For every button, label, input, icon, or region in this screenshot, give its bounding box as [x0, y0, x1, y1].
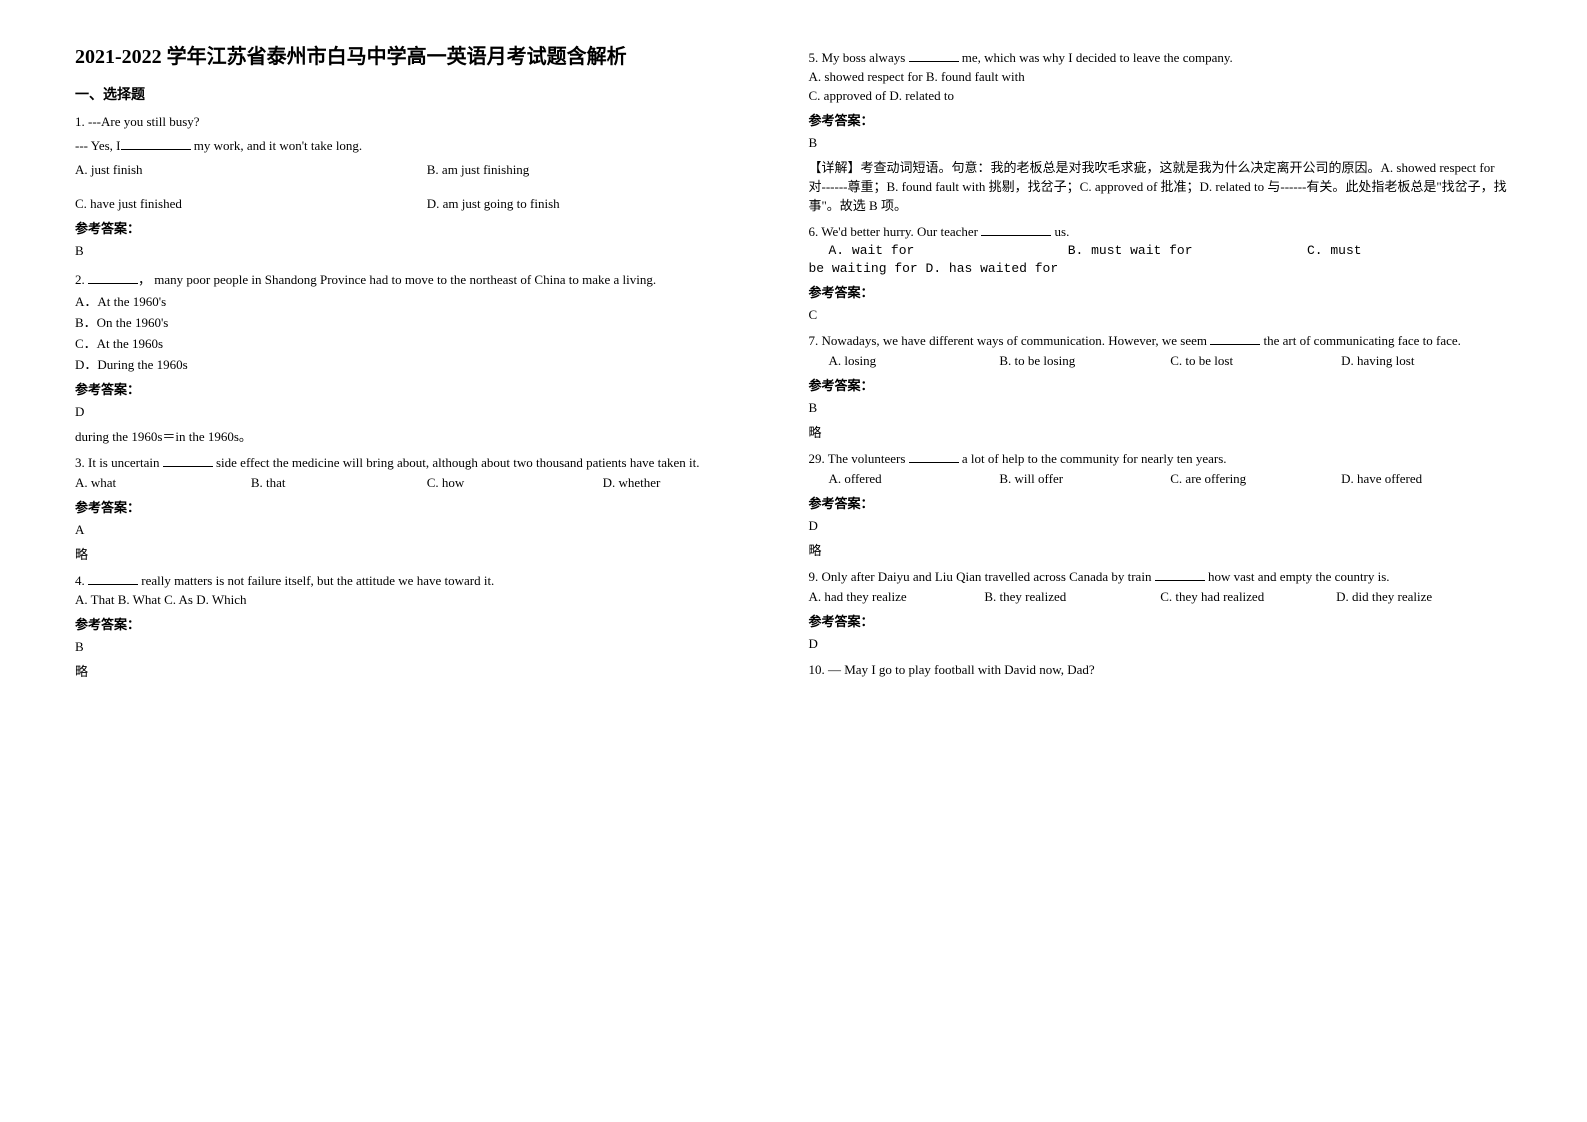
answer-label: 参考答案： [75, 218, 779, 237]
answer-label: 参考答案： [75, 379, 779, 398]
left-column: 2021-2022 学年江苏省泰州市白马中学高一英语月考试题含解析 一、选择题 … [60, 40, 794, 1082]
q2-explain: during the 1960s＝in the 1960s。 [75, 426, 779, 445]
blank [1210, 344, 1260, 345]
answer-label: 参考答案： [809, 110, 1513, 129]
question-8: 29. The volunteers a lot of help to the … [809, 451, 1513, 559]
q8-opts: A. offered B. will offer C. are offering… [829, 471, 1513, 487]
q9-opts: A. had they realize B. they realized C. … [809, 589, 1513, 605]
q1-opts-row2: C. have just finished D. am just going t… [75, 196, 779, 212]
q8-answer: D [809, 518, 1513, 534]
q9-answer: D [809, 636, 1513, 652]
q5-answer: B [809, 135, 1513, 151]
q3-opts: A. what B. that C. how D. whether [75, 475, 779, 491]
answer-label: 参考答案： [809, 375, 1513, 394]
answer-label: 参考答案： [809, 282, 1513, 301]
answer-label: 参考答案： [75, 497, 779, 516]
blank [88, 283, 138, 284]
q3-answer: A [75, 522, 779, 538]
question-6: 6. We'd better hurry. Our teacher us. A.… [809, 224, 1513, 323]
q2-text: 2. ， many poor people in Shandong Provin… [75, 269, 779, 288]
question-10: 10. — May I go to play football with Dav… [809, 662, 1513, 678]
question-1: 1. ---Are you still busy? --- Yes, I my … [75, 114, 779, 259]
q4-explain: 略 [75, 661, 779, 680]
q2-answer: D [75, 404, 779, 420]
answer-label: 参考答案： [809, 493, 1513, 512]
blank [981, 235, 1051, 236]
q1-answer: B [75, 243, 779, 259]
q1-opts-row1: A. just finish B. am just finishing [75, 162, 779, 178]
q9-text: 9. Only after Daiyu and Liu Qian travell… [809, 569, 1513, 585]
q6-text: 6. We'd better hurry. Our teacher us. [809, 224, 1513, 240]
question-2: 2. ， many poor people in Shandong Provin… [75, 269, 779, 445]
q1-line2: --- Yes, I my work, and it won't take lo… [75, 138, 779, 154]
q10-text: 10. — May I go to play football with Dav… [809, 662, 1513, 678]
section-header: 一、选择题 [75, 84, 779, 104]
question-5: 5. My boss always me, which was why I de… [809, 50, 1513, 214]
q1-line1: 1. ---Are you still busy? [75, 114, 779, 130]
q6-opts: A. wait for B. must wait for C. must [829, 243, 1513, 258]
q5-text: 5. My boss always me, which was why I de… [809, 50, 1513, 66]
blank [909, 462, 959, 463]
q7-text: 7. Nowadays, we have different ways of c… [809, 333, 1513, 349]
q4-text: 4. really matters is not failure itself,… [75, 573, 779, 589]
q7-answer: B [809, 400, 1513, 416]
blank [163, 466, 213, 467]
q8-text: 29. The volunteers a lot of help to the … [809, 451, 1513, 467]
q5-explain: 【详解】考查动词短语。句意：我的老板总是对我吹毛求疵，这就是我为什么决定离开公司… [809, 157, 1513, 214]
q4-opts: A. That B. What C. As D. Which [75, 592, 779, 608]
question-7: 7. Nowadays, we have different ways of c… [809, 333, 1513, 441]
question-4: 4. really matters is not failure itself,… [75, 573, 779, 680]
blank [909, 61, 959, 62]
question-9: 9. Only after Daiyu and Liu Qian travell… [809, 569, 1513, 652]
question-3: 3. It is uncertain side effect the medic… [75, 455, 779, 563]
answer-label: 参考答案： [75, 614, 779, 633]
q3-text: 3. It is uncertain side effect the medic… [75, 455, 779, 471]
q4-answer: B [75, 639, 779, 655]
blank [121, 149, 191, 150]
q6-answer: C [809, 307, 1513, 323]
q7-opts: A. losing B. to be losing C. to be lost … [829, 353, 1513, 369]
page-title: 2021-2022 学年江苏省泰州市白马中学高一英语月考试题含解析 [75, 40, 779, 69]
blank [88, 584, 138, 585]
answer-label: 参考答案： [809, 611, 1513, 630]
right-column: 5. My boss always me, which was why I de… [794, 40, 1528, 1082]
q3-explain: 略 [75, 544, 779, 563]
blank [1155, 580, 1205, 581]
